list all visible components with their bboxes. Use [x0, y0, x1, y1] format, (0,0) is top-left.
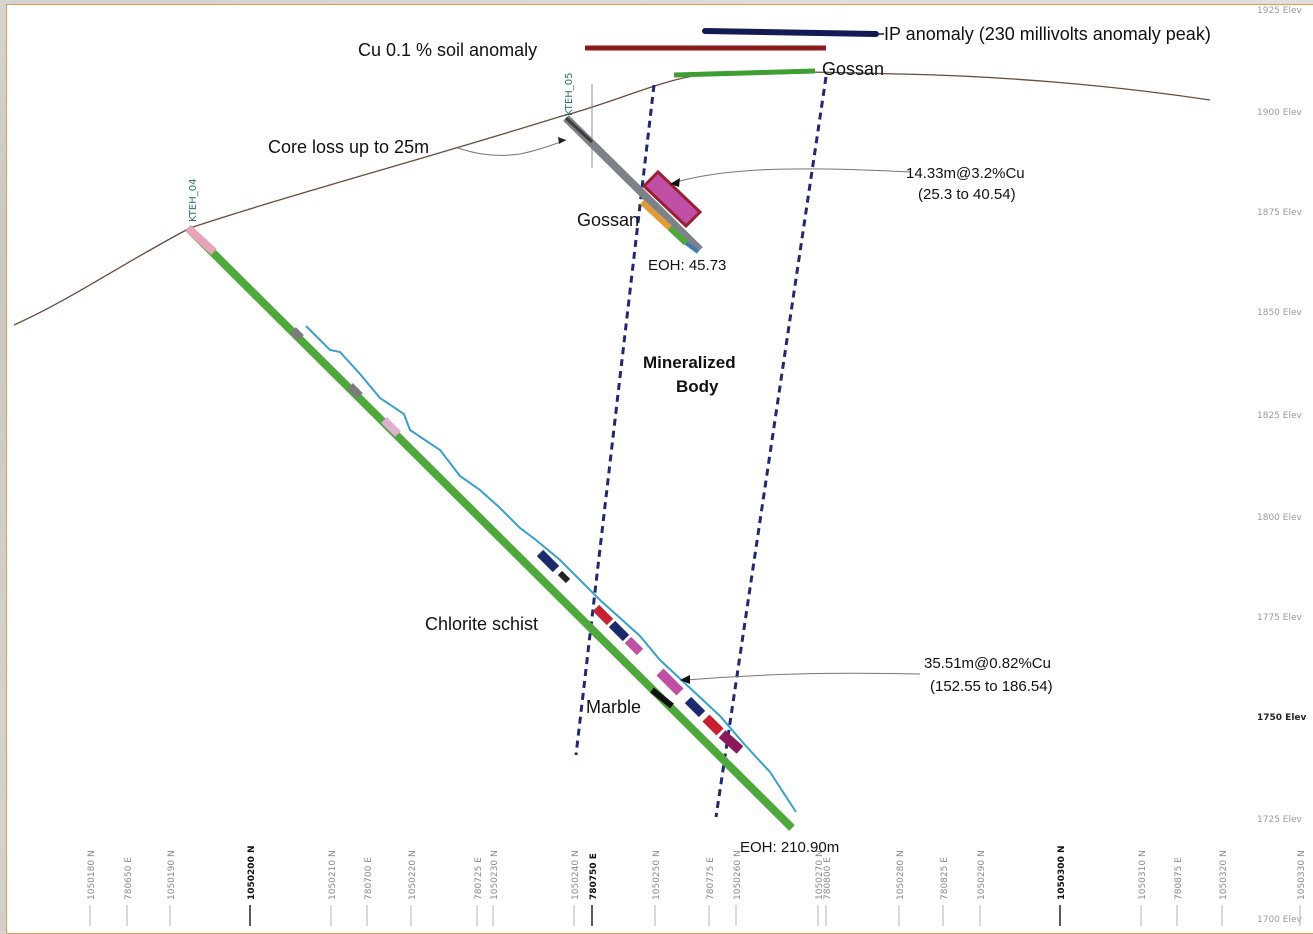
grid-label: 1050230 N: [490, 850, 500, 900]
grid-label: 780825 E: [940, 857, 950, 900]
elevation-label: 1750 Elev: [1257, 713, 1307, 723]
grid-labels: 1050180 N 780650 E 1050190 N 1050200 N 1…: [87, 845, 1307, 900]
elevation-labels: 1925 Elev 1900 Elev 1875 Elev 1850 Elev …: [1257, 6, 1307, 925]
grid-label: 1050190 N: [167, 850, 177, 900]
ip-anomaly-label: IP anomaly (230 millivolts anomaly peak): [884, 24, 1211, 44]
grid-label: 1050220 N: [408, 850, 418, 900]
mineralized-body-label-line1: Mineralized: [643, 353, 736, 372]
cu-soil-anomaly-label: Cu 0.1 % soil anomaly: [358, 40, 537, 60]
elevation-label: 1850 Elev: [1257, 308, 1302, 318]
grid-label: 780650 E: [124, 857, 134, 900]
grid-label: 1050270 N: [815, 850, 825, 900]
grid-label: 1050180 N: [87, 850, 97, 900]
grid-label: 1050250 N: [652, 850, 662, 900]
cross-section-panel: [6, 4, 1313, 934]
assay-histogram: [305, 325, 797, 813]
marble-label: Marble: [586, 697, 641, 717]
grid-label: 1050260 N: [733, 850, 743, 900]
elevation-label: 1900 Elev: [1257, 108, 1302, 118]
grid-label: 1050330 N: [1297, 850, 1307, 900]
intercept-1-label: 14.33m@3.2%Cu: [906, 165, 1025, 182]
gossan-hole-label: Gossan: [577, 210, 639, 230]
hole-id-kteh04: KTEH_04: [188, 179, 199, 222]
eoh-1-label: EOH: 45.73: [648, 257, 726, 274]
hole-kteh04: [185, 225, 795, 831]
elevation-label: 1800 Elev: [1257, 513, 1302, 523]
intercept-1-range: (25.3 to 40.54): [918, 186, 1016, 203]
grid-label: 1050240 N: [571, 850, 581, 900]
elevation-label: 1700 Elev: [1257, 915, 1302, 925]
elevation-label: 1825 Elev: [1257, 411, 1302, 421]
elevation-label: 1925 Elev: [1257, 6, 1302, 16]
easting-northing-ticks: [89, 905, 1301, 926]
gossan-surface-bar: [673, 68, 816, 78]
eoh-2-label: EOH: 210.90m: [740, 839, 839, 856]
grid-label: 1050280 N: [896, 850, 906, 900]
hole-id-kteh05: KTEH_05: [564, 73, 575, 116]
grid-label: 1050320 N: [1219, 850, 1229, 900]
gossan-surface-label: Gossan: [822, 59, 884, 79]
hole-kteh05: [563, 84, 703, 254]
grid-label: 1050310 N: [1138, 850, 1148, 900]
intercept-2-range: (152.55 to 186.54): [930, 678, 1053, 695]
core-loss-leader: [457, 139, 567, 156]
elevation-label: 1875 Elev: [1257, 208, 1302, 218]
grid-label: 1050290 N: [977, 850, 987, 900]
grid-label: 780775 E: [706, 857, 716, 900]
grid-label: 1050300 N: [1057, 845, 1067, 900]
grid-label: 780725 E: [474, 857, 484, 900]
grid-label: 1050210 N: [328, 850, 338, 900]
ip-anomaly-bar: [702, 28, 879, 37]
core-loss-label: Core loss up to 25m: [268, 137, 429, 157]
intercept-1-arrow: [670, 178, 680, 187]
chlorite-schist-label: Chlorite schist: [425, 614, 538, 634]
elevation-label: 1725 Elev: [1257, 815, 1302, 825]
intercept-2-arrow: [680, 675, 690, 684]
intercept-1-leader: [675, 168, 911, 183]
core-loss-arrow: [558, 137, 566, 144]
topography-line: [13, 71, 1211, 326]
intercept-2-label: 35.51m@0.82%Cu: [924, 655, 1051, 672]
grid-label: 1050200 N: [247, 845, 257, 900]
elevation-label: 1775 Elev: [1257, 613, 1302, 623]
grid-label: 780875 E: [1174, 857, 1184, 900]
grid-label: 780800 E: [823, 857, 833, 900]
grid-label: 780750 E: [589, 853, 599, 900]
mineralized-body-label-line2: Body: [676, 377, 719, 396]
intercept-2-leader: [685, 672, 921, 681]
grid-label: 780700 E: [364, 857, 374, 900]
